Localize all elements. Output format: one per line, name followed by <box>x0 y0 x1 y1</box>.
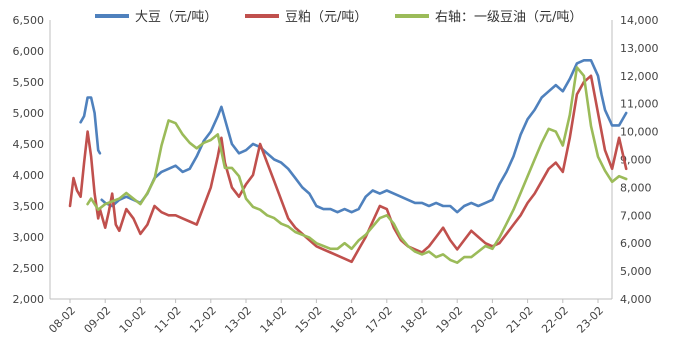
x-tick-label: 23-02 <box>574 304 606 336</box>
y-left-tick-label: 4,000 <box>13 169 45 182</box>
series-line <box>79 96 102 155</box>
y-right-tick-label: 13,000 <box>620 42 659 55</box>
x-tick-label: 13-02 <box>222 304 254 336</box>
y-right-tick-label: 6,000 <box>620 237 652 250</box>
legend-label: 豆粕（元/吨） <box>285 10 367 25</box>
y-right-tick-label: 14,000 <box>620 14 659 27</box>
y-right-tick-label: 10,000 <box>620 126 659 139</box>
x-tick-label: 21-02 <box>504 304 536 336</box>
y-left-tick-label: 3,500 <box>13 200 45 213</box>
y-right-tick-label: 4,000 <box>620 293 652 306</box>
axes: 2,000 2,500 3,000 3,500 4,000 4,500 5,000 5,500… <box>13 14 659 336</box>
x-tick-label: 15-02 <box>293 304 325 336</box>
x-tick-label: 11-02 <box>152 304 184 336</box>
series-line <box>68 74 628 264</box>
y-left-tick-label: 6,500 <box>13 14 45 27</box>
y-left-tick-label: 5,000 <box>13 107 45 120</box>
series-lines <box>68 59 628 264</box>
y-left-tick-label: 2,500 <box>13 262 45 275</box>
y-right-tick-label: 8,000 <box>620 181 652 194</box>
x-tick-label: 18-02 <box>398 304 430 336</box>
y-left-tick-label: 3,000 <box>13 231 45 244</box>
y-left-tick-label: 4,500 <box>13 138 45 151</box>
series-line <box>86 66 628 264</box>
x-tick-label: 20-02 <box>469 304 501 336</box>
y-right-tick-label: 7,000 <box>620 209 652 222</box>
y-left-tick-label: 6,000 <box>13 45 45 58</box>
x-tick-label: 17-02 <box>363 304 395 336</box>
series-line <box>100 59 628 214</box>
x-tick-label: 22-02 <box>539 304 571 336</box>
y-left-tick-label: 5,500 <box>13 76 45 89</box>
x-tick-label: 16-02 <box>328 304 360 336</box>
y-right-tick-label: 9,000 <box>620 154 652 167</box>
legend-label: 右轴：一级豆油（元/吨） <box>435 10 582 25</box>
y-right-tick-label: 5,000 <box>620 265 652 278</box>
y-right-tick-label: 11,000 <box>620 98 659 111</box>
x-tick-label: 19-02 <box>434 304 466 336</box>
x-tick-label: 10-02 <box>117 304 149 336</box>
x-tick-label: 09-02 <box>82 304 114 336</box>
y-right-tick-label: 12,000 <box>620 70 659 83</box>
legend-label: 大豆（元/吨） <box>135 10 217 25</box>
x-tick-label: 08-02 <box>46 304 78 336</box>
x-tick-label: 12-02 <box>187 304 219 336</box>
x-tick-label: 14-02 <box>258 304 290 336</box>
legend: 大豆（元/吨） 豆粕（元/吨） 右轴：一级豆油（元/吨） <box>95 10 582 25</box>
y-left-tick-label: 2,000 <box>13 293 45 306</box>
